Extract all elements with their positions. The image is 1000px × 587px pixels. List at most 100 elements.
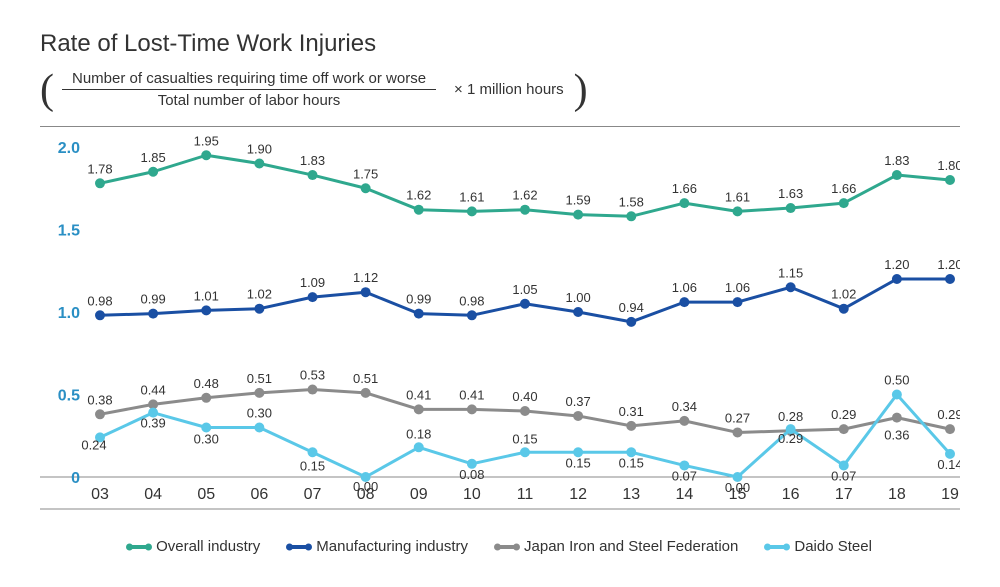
svg-text:0.27: 0.27 — [725, 410, 750, 425]
svg-text:14: 14 — [675, 486, 693, 503]
svg-text:1.00: 1.00 — [565, 290, 590, 305]
svg-text:1.75: 1.75 — [353, 166, 378, 181]
svg-text:0.41: 0.41 — [459, 387, 484, 402]
svg-text:1.95: 1.95 — [194, 133, 219, 148]
svg-text:13: 13 — [622, 486, 640, 503]
svg-text:0.30: 0.30 — [247, 406, 272, 421]
svg-text:1.83: 1.83 — [884, 153, 909, 168]
svg-text:0.36: 0.36 — [884, 428, 909, 443]
svg-text:1.0: 1.0 — [58, 305, 80, 322]
svg-text:0.38: 0.38 — [87, 392, 112, 407]
svg-text:1.02: 1.02 — [831, 287, 856, 302]
svg-text:0.98: 0.98 — [87, 293, 112, 308]
svg-text:1.66: 1.66 — [672, 181, 697, 196]
svg-text:06: 06 — [250, 486, 268, 503]
svg-text:1.59: 1.59 — [565, 193, 590, 208]
svg-text:0.53: 0.53 — [300, 368, 325, 383]
svg-text:0.37: 0.37 — [565, 394, 590, 409]
svg-text:0.07: 0.07 — [672, 468, 697, 483]
svg-text:0.39: 0.39 — [140, 416, 165, 431]
svg-text:10: 10 — [463, 486, 481, 503]
svg-text:0.18: 0.18 — [406, 426, 431, 441]
svg-text:0.28: 0.28 — [778, 409, 803, 424]
svg-text:0.00: 0.00 — [353, 479, 378, 494]
svg-text:1.01: 1.01 — [194, 288, 219, 303]
svg-text:0.41: 0.41 — [406, 387, 431, 402]
svg-text:1.61: 1.61 — [459, 189, 484, 204]
legend-item: Japan Iron and Steel Federation — [496, 538, 738, 555]
svg-text:1.85: 1.85 — [140, 150, 165, 165]
legend-item: Manufacturing industry — [288, 538, 468, 555]
legend-label: Overall industry — [156, 538, 260, 555]
svg-text:1.58: 1.58 — [619, 194, 644, 209]
legend-label: Manufacturing industry — [316, 538, 468, 555]
svg-text:1.63: 1.63 — [778, 186, 803, 201]
chart-container: 00.51.01.52.0030405060708091011121314151… — [40, 126, 960, 526]
svg-text:0.5: 0.5 — [58, 388, 80, 405]
svg-text:1.66: 1.66 — [831, 181, 856, 196]
svg-text:1.62: 1.62 — [512, 188, 537, 203]
svg-text:0.50: 0.50 — [884, 373, 909, 388]
svg-text:0.24: 0.24 — [81, 437, 106, 452]
svg-text:0.07: 0.07 — [831, 468, 856, 483]
svg-text:1.80: 1.80 — [937, 158, 960, 173]
legend-swatch — [496, 545, 518, 549]
svg-text:1.20: 1.20 — [884, 257, 909, 272]
svg-text:0.30: 0.30 — [194, 432, 219, 447]
legend-item: Daido Steel — [766, 538, 872, 555]
svg-text:1.20: 1.20 — [937, 257, 960, 272]
svg-text:0.31: 0.31 — [619, 404, 644, 419]
legend-label: Japan Iron and Steel Federation — [524, 538, 738, 555]
svg-text:0.29: 0.29 — [831, 407, 856, 422]
formula-numerator: Number of casualties requiring time off … — [62, 68, 436, 90]
svg-text:0.14: 0.14 — [937, 457, 960, 472]
svg-text:11: 11 — [517, 486, 534, 503]
legend-swatch — [288, 545, 310, 549]
svg-text:0.98: 0.98 — [459, 293, 484, 308]
svg-text:0.51: 0.51 — [353, 371, 378, 386]
svg-text:0.15: 0.15 — [565, 455, 590, 470]
svg-text:0: 0 — [71, 470, 80, 487]
line-chart: 00.51.01.52.0030405060708091011121314151… — [40, 127, 960, 527]
svg-text:0.40: 0.40 — [512, 389, 537, 404]
svg-text:0.48: 0.48 — [194, 376, 219, 391]
svg-text:0.44: 0.44 — [140, 382, 165, 397]
chart-title: Rate of Lost-Time Work Injuries — [40, 30, 960, 58]
svg-text:03: 03 — [91, 486, 109, 503]
svg-text:19: 19 — [941, 486, 959, 503]
svg-text:1.90: 1.90 — [247, 142, 272, 157]
legend-item: Overall industry — [128, 538, 260, 555]
svg-text:1.05: 1.05 — [512, 282, 537, 297]
legend-swatch — [128, 545, 150, 549]
svg-text:0.15: 0.15 — [512, 431, 537, 446]
legend-swatch — [766, 545, 788, 549]
formula-multiplier: × 1 million hours — [454, 81, 564, 98]
svg-text:0.15: 0.15 — [619, 455, 644, 470]
svg-text:09: 09 — [410, 486, 428, 503]
svg-text:0.29: 0.29 — [937, 407, 960, 422]
svg-text:04: 04 — [144, 486, 162, 503]
svg-text:1.15: 1.15 — [778, 265, 803, 280]
svg-text:0.15: 0.15 — [300, 458, 325, 473]
svg-text:0.99: 0.99 — [140, 292, 165, 307]
svg-text:1.83: 1.83 — [300, 153, 325, 168]
svg-text:07: 07 — [304, 486, 322, 503]
svg-text:1.02: 1.02 — [247, 287, 272, 302]
svg-text:05: 05 — [197, 486, 215, 503]
formula-fraction: Number of casualties requiring time off … — [62, 68, 436, 111]
svg-text:1.09: 1.09 — [300, 275, 325, 290]
formula-denominator: Total number of labor hours — [148, 90, 351, 111]
chart-formula: ( Number of casualties requiring time of… — [40, 68, 960, 111]
svg-text:0.94: 0.94 — [619, 300, 644, 315]
paren-left: ( — [40, 69, 54, 111]
svg-text:1.06: 1.06 — [725, 280, 750, 295]
svg-text:0.51: 0.51 — [247, 371, 272, 386]
svg-text:1.12: 1.12 — [353, 270, 378, 285]
chart-legend: Overall industry Manufacturing industry Ja… — [40, 538, 960, 555]
svg-text:1.5: 1.5 — [58, 223, 80, 240]
legend-label: Daido Steel — [794, 538, 872, 555]
svg-text:1.78: 1.78 — [87, 161, 112, 176]
svg-text:18: 18 — [888, 486, 906, 503]
svg-text:0.00: 0.00 — [725, 480, 750, 495]
svg-text:1.06: 1.06 — [672, 280, 697, 295]
